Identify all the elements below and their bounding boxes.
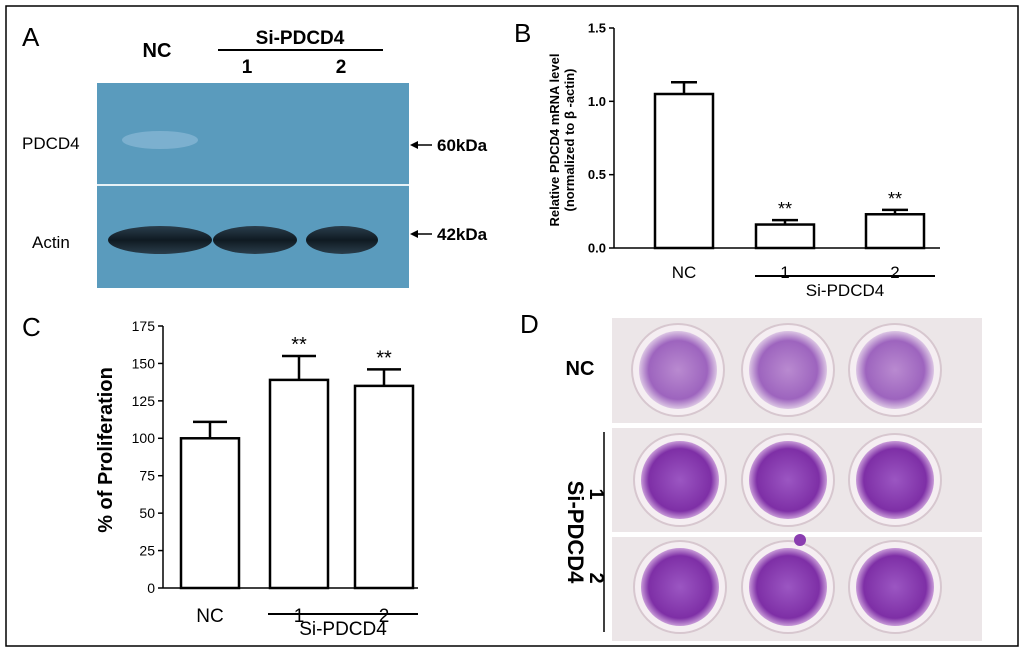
actin-band-1 — [213, 226, 297, 254]
y-tick-label: 125 — [132, 393, 156, 409]
panel-b-chart: B Relative PDCD4 mRNA level (normalized … — [514, 18, 940, 300]
panel-d: D NC Si-PDCD4 1 2 — [520, 309, 982, 641]
bar — [754, 223, 816, 250]
y-tick-label: 75 — [139, 468, 155, 484]
bar — [653, 92, 715, 250]
blot-row-label-pdcd4: PDCD4 — [22, 134, 80, 153]
blot-lane-1-label: 1 — [242, 57, 253, 78]
panel-c-letter: C — [22, 312, 41, 342]
blot-row-label-actin: Actin — [32, 233, 70, 252]
y-axis-label-line-1: Relative PDCD4 mRNA level — [547, 54, 562, 227]
blot-group-label: Si-PDCD4 — [256, 28, 345, 49]
y-tick-label: 150 — [132, 355, 156, 371]
group-label: Si-PDCD4 — [806, 281, 884, 300]
x-tick-label: NC — [196, 606, 223, 627]
pdcd4-band-nc — [122, 131, 198, 149]
x-tick-label: 2 — [890, 263, 899, 282]
bar — [179, 437, 241, 590]
y-tick-label: 0.5 — [588, 167, 606, 182]
panel-d-letter: D — [520, 309, 539, 339]
panel-a: A NC Si-PDCD4 1 2 PDCD4 Actin 60kDa 42kD… — [22, 22, 488, 288]
x-tick-label: 1 — [294, 606, 305, 627]
panel-a-letter: A — [22, 22, 40, 52]
y-tick-label: 0.0 — [588, 241, 606, 256]
marker-arrow-60 — [410, 141, 432, 149]
y-tick-label: 0 — [147, 580, 155, 596]
well-1-3 — [856, 441, 934, 519]
blot-lane-2-label: 2 — [336, 57, 347, 78]
plate-row-label-2: 2 — [585, 572, 607, 583]
x-tick-label: 1 — [780, 263, 789, 282]
plate-group-label: Si-PDCD4 — [563, 481, 588, 584]
blot-lane-nc-label: NC — [143, 40, 172, 62]
bar — [268, 378, 330, 590]
well-nc-2 — [749, 331, 827, 409]
y-axis-label-line-2: (normalized to β -actin) — [562, 69, 577, 212]
bar — [864, 213, 926, 250]
significance-label: ** — [376, 347, 392, 369]
y-tick-label: 50 — [139, 505, 155, 521]
group-label: Si-PDCD4 — [299, 619, 387, 640]
x-tick-label: 2 — [379, 606, 390, 627]
well-1-1 — [641, 441, 719, 519]
plate-row-label-1: 1 — [585, 488, 607, 499]
well-nc-1 — [639, 331, 717, 409]
well-2-3 — [856, 548, 934, 626]
bar — [353, 384, 415, 590]
significance-label: ** — [888, 189, 902, 209]
actin-band-nc — [108, 226, 212, 254]
y-tick-label: 175 — [132, 318, 156, 334]
y-tick-label: 25 — [139, 542, 155, 558]
significance-label: ** — [291, 334, 307, 356]
y-tick-label: 1.0 — [588, 94, 606, 109]
y-tick-label: 1.5 — [588, 21, 606, 36]
plate-row-label-nc: NC — [566, 358, 595, 380]
panel-b-letter: B — [514, 18, 531, 48]
panel-c-chart: C % of Proliferation 0 25 50 75 100 125 150 175… — [22, 312, 418, 640]
marker-label-42kda: 42kDa — [437, 225, 488, 244]
well-2-1 — [641, 548, 719, 626]
y-tick-label: 100 — [132, 430, 156, 446]
marker-label-60kda: 60kDa — [437, 136, 488, 155]
well-2-2 — [749, 548, 827, 626]
actin-band-2 — [306, 226, 378, 254]
x-tick-label: NC — [672, 263, 697, 282]
y-axis-label: % of Proliferation — [95, 367, 117, 533]
marker-arrow-42 — [410, 230, 432, 238]
significance-label: ** — [778, 199, 792, 219]
stain-drop — [794, 534, 806, 546]
well-1-2 — [749, 441, 827, 519]
well-nc-3 — [856, 331, 934, 409]
